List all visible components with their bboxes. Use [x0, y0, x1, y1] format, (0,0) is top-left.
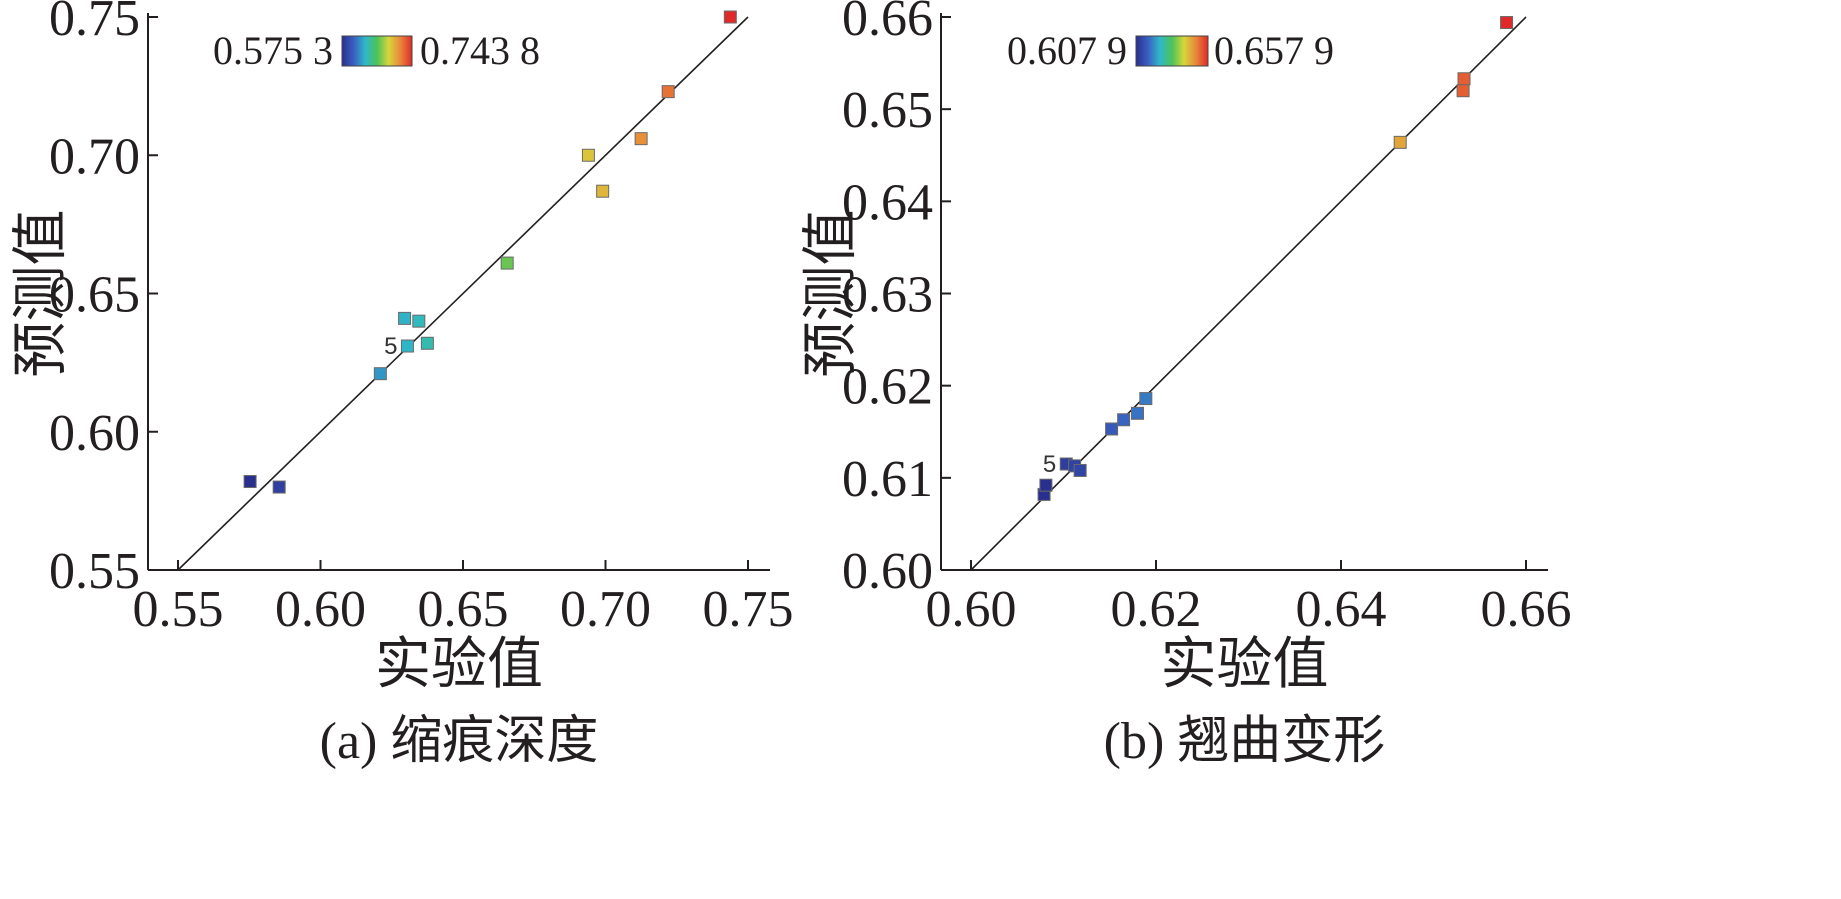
chart-b-x-tick-label: 0.66: [1481, 581, 1572, 638]
chart-b-y-tick-label: 0.64: [842, 174, 933, 231]
chart-b-y-tick-label: 0.62: [842, 359, 933, 416]
chart-a-data-point: [272, 480, 286, 494]
chart-b-ylabel: 预测值: [801, 210, 863, 378]
chart-b-y-tick-label: 0.63: [842, 267, 933, 324]
chart-a-colorbar-gradient: [341, 35, 413, 67]
chart-b-data-point: [1039, 478, 1053, 492]
chart-a: 0.55 0.60 0.65 0.70 0.75 0.55 0.60 0.65 0.70 0.75…: [11, 0, 794, 770]
chart-b-data-point: [1139, 392, 1153, 406]
chart-b-reference-line: [970, 16, 1527, 571]
chart-b-colorbar-min-label: 0.607 9: [1007, 28, 1127, 73]
chart-a-data-point: [398, 311, 412, 325]
chart-a-axes: 0.55 0.60 0.65 0.70 0.75 0.55 0.60 0.65 0.70 0.75: [49, 0, 794, 638]
chart-a-x-tick-label: 0.60: [275, 581, 366, 638]
chart-b-colorbar: 0.607 9 0.657 9: [1007, 28, 1334, 73]
chart-b-x-tick-label: 0.62: [1111, 581, 1202, 638]
chart-a-data-point: [400, 339, 414, 353]
chart-b-y-tick-label: 0.66: [842, 0, 933, 47]
chart-a-fit-line: [177, 16, 749, 571]
chart-a-data-point: [243, 475, 257, 489]
chart-b-xlabel: 实验值: [1161, 634, 1329, 696]
chart-a-x-tick-label: 0.75: [703, 581, 794, 638]
chart-b-fit-line: [970, 16, 1527, 571]
chart-b: 0.60 0.62 0.64 0.66 0.60 0.61 0.62 0.63 0.64 0.65…: [801, 0, 1572, 770]
chart-a-x-tick-label: 0.65: [418, 581, 509, 638]
chart-b-x-tick-label: 0.60: [926, 581, 1017, 638]
chart-a-caption: (a) 缩痕深度: [320, 713, 599, 770]
chart-b-data-point: [1393, 135, 1407, 149]
chart-b-data-point: [1500, 16, 1514, 30]
chart-a-colorbar-max-label: 0.743 8: [420, 28, 540, 73]
chart-a-data-point: [373, 367, 387, 381]
chart-a-ylabel: 预测值: [11, 210, 73, 378]
chart-a-points: 5: [243, 10, 737, 494]
chart-a-y-tick-label: 0.60: [49, 405, 140, 462]
chart-b-caption: (b) 翘曲变形: [1104, 713, 1386, 770]
chart-b-colorbar-max-label: 0.657 9: [1214, 28, 1334, 73]
chart-a-y-tick-label: 0.70: [49, 128, 140, 185]
chart-a-x-tick-label: 0.55: [133, 581, 224, 638]
chart-b-data-point: [1117, 413, 1131, 427]
chart-a-data-point: [723, 10, 737, 24]
chart-a-xlabel: 实验值: [375, 634, 543, 696]
chart-a-data-point: [420, 336, 434, 350]
chart-a-point-label: 5: [384, 333, 397, 360]
chart-a-data-point: [581, 148, 595, 162]
chart-a-y-tick-label: 0.55: [49, 543, 140, 600]
chart-a-colorbar-min-label: 0.575 3: [213, 28, 333, 73]
chart-b-y-tick-label: 0.61: [842, 451, 933, 508]
chart-b-data-point: [1073, 463, 1087, 477]
chart-a-data-point: [661, 85, 675, 99]
chart-a-x-tick-label: 0.70: [560, 581, 651, 638]
chart-a-data-point: [634, 132, 648, 146]
chart-b-data-point: [1131, 406, 1144, 420]
chart-a-data-point: [500, 256, 514, 270]
chart-b-data-point: [1105, 422, 1119, 436]
chart-b-y-tick-label: 0.65: [842, 82, 933, 139]
chart-a-data-point: [412, 314, 426, 328]
chart-b-points: 5: [1037, 16, 1514, 501]
chart-a-y-tick-label: 0.75: [49, 0, 140, 47]
chart-a-data-point: [596, 184, 610, 198]
chart-a-y-tick-label: 0.65: [49, 267, 140, 324]
chart-b-x-tick-label: 0.64: [1296, 581, 1387, 638]
chart-b-data-point: [1457, 72, 1471, 86]
chart-b-point-label: 5: [1043, 451, 1056, 478]
chart-b-axes: 0.60 0.62 0.64 0.66 0.60 0.61 0.62 0.63 0.64 0.65…: [842, 0, 1572, 638]
chart-b-colorbar-gradient: [1135, 35, 1209, 67]
chart-a-colorbar: 0.575 3 0.743 8: [213, 28, 540, 73]
chart-a-reference-line: [177, 16, 749, 571]
chart-b-y-tick-label: 0.60: [842, 543, 933, 600]
chart-b-data-point: [1456, 84, 1470, 98]
